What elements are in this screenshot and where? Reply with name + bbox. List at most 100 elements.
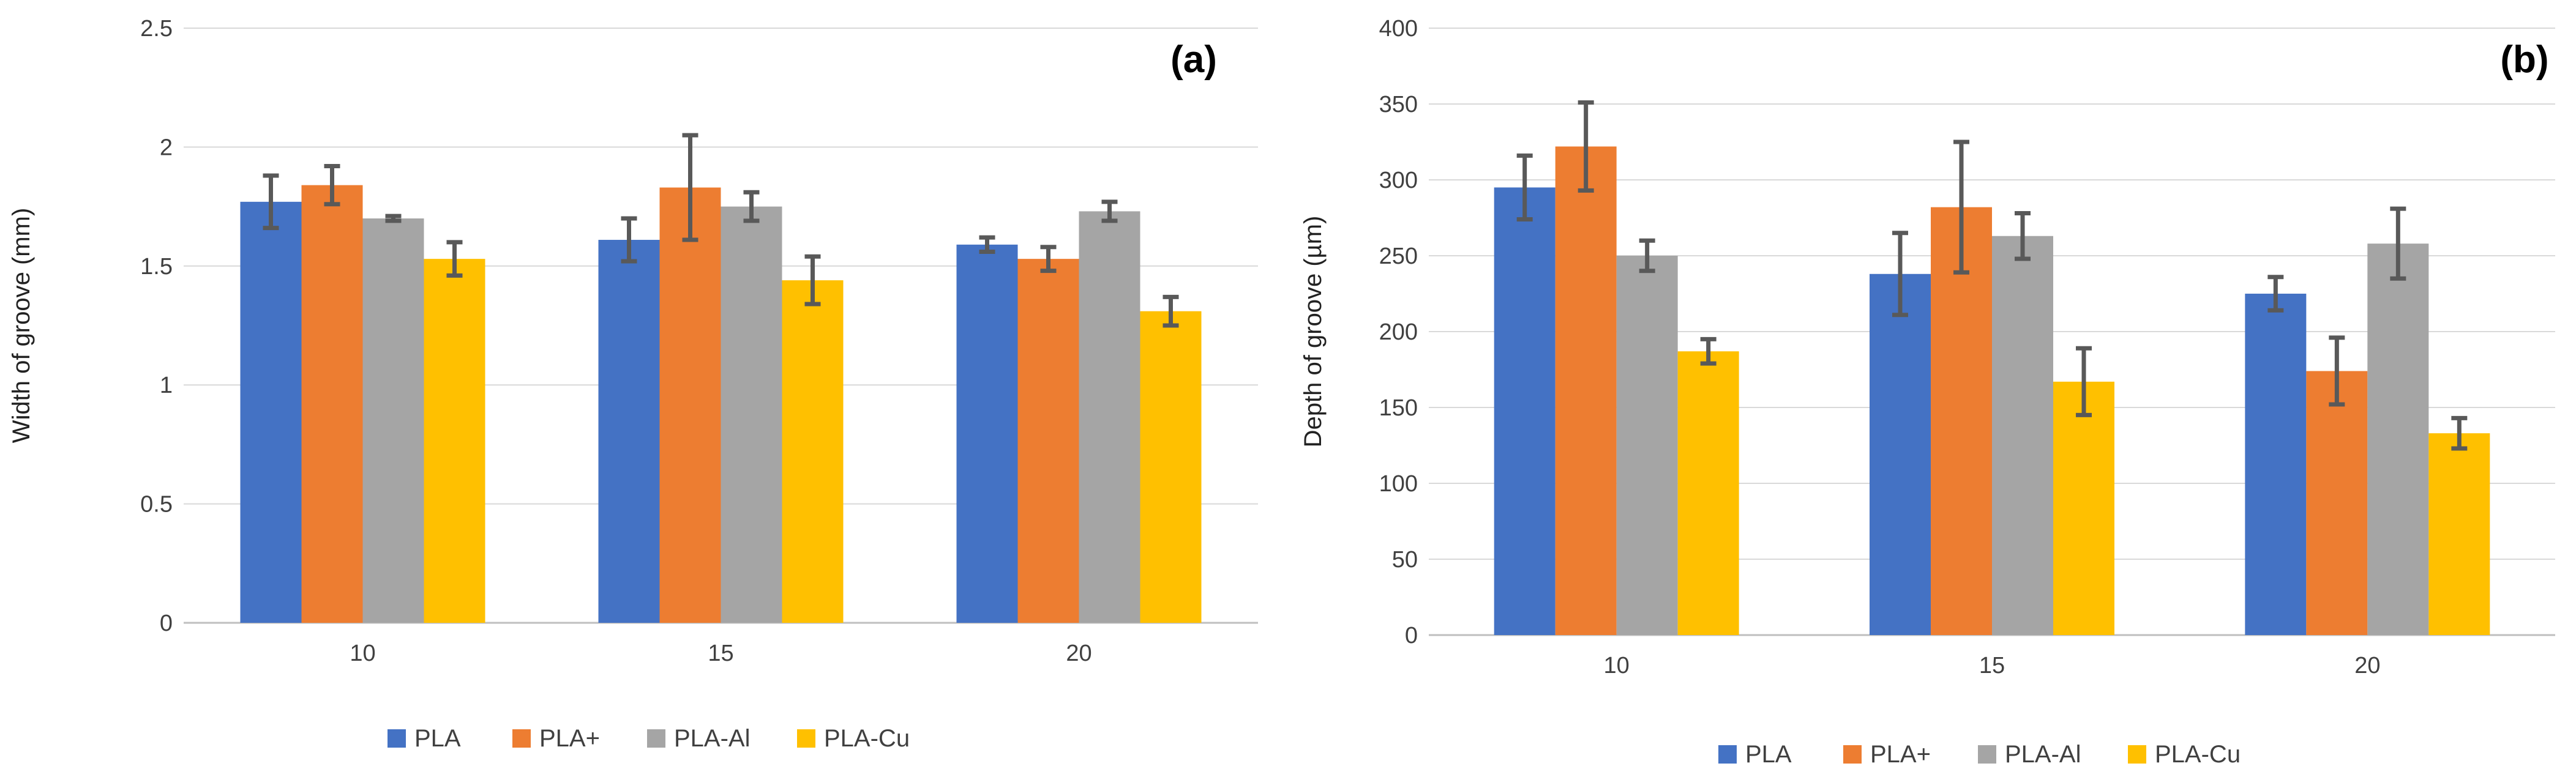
legend-swatch-pla-cu [2128, 745, 2146, 764]
error-bar [263, 173, 279, 231]
error-bar [1040, 245, 1057, 273]
error-bar [1578, 100, 1594, 193]
legend-item: PLA-Al [647, 725, 751, 752]
chart-panel-a: 0 0.5 1 1.5 2 2.5 10 15 20 Width of groove (mm) (a… [8, 16, 1258, 752]
y-axis-title: Depth of groove (µm) [1300, 216, 1327, 448]
legend-item: PLA-Cu [2128, 741, 2241, 768]
bar-pla-cu-15 [782, 280, 844, 623]
bar-pla-al-20 [1079, 211, 1140, 623]
legend-label: PLA [1745, 741, 1792, 768]
legend-swatch-pla [1718, 745, 1737, 764]
bar-pla-10 [1494, 187, 1556, 635]
error-bar [979, 235, 995, 254]
bar-pla-al-10 [362, 218, 424, 623]
bar-pla-cu-20 [1140, 311, 1202, 623]
legend-swatch-pla+ [512, 729, 531, 748]
legend-swatch-pla+ [1843, 745, 1862, 764]
chart-panel-b: 0 50 100 150 200 250 300 350 400 10 15 20 Depth of g… [1288, 0, 2576, 777]
x-tick-label: 20 [1066, 641, 1091, 666]
bar-pla-al-10 [1616, 256, 1678, 635]
error-bar [385, 214, 402, 223]
bar-pla+-15 [1931, 207, 1992, 635]
error-bar [1953, 139, 1969, 275]
error-bar [2267, 275, 2284, 313]
bar-pla-10 [240, 201, 302, 623]
error-bar [1700, 336, 1717, 366]
y-tick-label: 0 [1405, 623, 1418, 649]
y-tick-label: 50 [1392, 547, 1418, 573]
error-bar [446, 240, 463, 278]
error-bar [1163, 294, 1179, 328]
bar-pla-15 [1870, 273, 1931, 635]
error-bar [743, 190, 760, 223]
bar-pla-15 [598, 240, 660, 623]
chart-b-svg: 0 50 100 150 200 250 300 350 400 10 15 20 Depth of g… [1300, 16, 2555, 768]
panel-label: (b) [2500, 39, 2548, 81]
x-tick-label: 10 [350, 641, 375, 666]
bar-pla-al-15 [1992, 236, 2053, 635]
bar-pla+-15 [659, 187, 721, 623]
x-tick-label: 10 [1604, 653, 1630, 678]
error-bar [1101, 199, 1118, 223]
y-tick-label: 200 [1379, 319, 1418, 345]
bar-pla-al-20 [2367, 244, 2429, 635]
error-bar [2329, 335, 2345, 407]
y-tick-label: 0 [160, 611, 173, 636]
legend-swatch-pla-cu [797, 729, 815, 748]
y-tick-label: 250 [1379, 244, 1418, 269]
y-tick-label: 1 [160, 373, 173, 398]
y-tick-label: 2.5 [140, 16, 173, 42]
error-bar [324, 164, 340, 207]
x-tick-label: 15 [1979, 653, 2005, 678]
bar-pla-20 [2245, 294, 2307, 635]
error-bar [1892, 231, 1908, 318]
x-tick-label: 15 [708, 641, 733, 666]
error-bar [804, 254, 821, 307]
legend-item: PLA+ [1843, 741, 1931, 768]
legend-label: PLA-Al [674, 725, 751, 752]
error-bar [2076, 346, 2092, 417]
legend-swatch-pla-al [1978, 745, 1996, 764]
bar-pla-cu-10 [1677, 351, 1739, 635]
y-tick-label: 350 [1379, 92, 1418, 117]
legend-item: PLA-Al [1978, 741, 2081, 768]
bar-pla+-10 [301, 185, 363, 623]
legend-label: PLA+ [1870, 741, 1931, 768]
bar-pla+-10 [1555, 146, 1617, 635]
legend-label: PLA-Cu [824, 725, 910, 752]
legend-item: PLA-Cu [797, 725, 910, 752]
x-tick-label: 20 [2354, 653, 2380, 678]
legend-swatch-pla-al [647, 729, 665, 748]
y-axis-title: Width of groove (mm) [8, 208, 35, 444]
bar-pla-cu-15 [2053, 381, 2114, 635]
legend-label: PLA [414, 725, 461, 752]
bar-pla-cu-20 [2428, 433, 2490, 635]
error-bar [682, 133, 698, 242]
y-tick-label: 2 [160, 135, 173, 160]
panel-label: (a) [1170, 39, 1217, 81]
y-tick-label: 400 [1379, 16, 1418, 42]
bar-pla-cu-10 [424, 259, 485, 623]
error-bar [1516, 153, 1533, 221]
error-bar [621, 216, 637, 264]
y-tick-label: 300 [1379, 168, 1418, 193]
legend-label: PLA-Cu [2155, 741, 2241, 768]
chart-a-svg: 0 0.5 1 1.5 2 2.5 10 15 20 Width of groove (mm) (a… [8, 16, 1258, 752]
error-bar [2015, 211, 2031, 261]
error-bar [2451, 415, 2468, 451]
bar-pla-20 [956, 244, 1018, 623]
legend-label: PLA+ [539, 725, 600, 752]
y-tick-label: 100 [1379, 471, 1418, 497]
y-tick-label: 1.5 [140, 254, 173, 280]
legend-swatch-pla [388, 729, 406, 748]
legend-label: PLA-Al [2005, 741, 2081, 768]
error-bar [1639, 238, 1655, 273]
legend-item: PLA [388, 725, 461, 752]
error-bar [2390, 206, 2406, 281]
y-tick-label: 0.5 [140, 492, 173, 518]
bar-pla+-20 [1017, 259, 1079, 623]
bar-pla-al-15 [721, 206, 782, 623]
legend-item: PLA+ [512, 725, 600, 752]
legend-item: PLA [1718, 741, 1792, 768]
bar-pla+-20 [2306, 371, 2368, 635]
